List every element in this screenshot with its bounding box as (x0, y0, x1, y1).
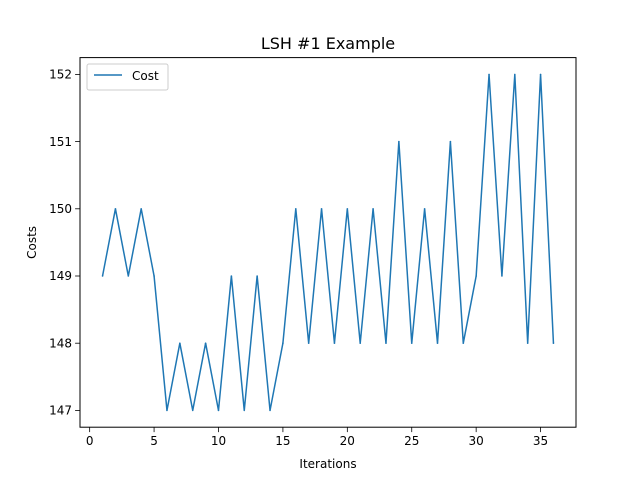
data-point (191, 409, 194, 412)
data-point (333, 342, 336, 345)
x-tick-label: 35 (533, 434, 548, 448)
legend-label-cost: Cost (132, 69, 159, 83)
y-tick-label: 151 (49, 135, 72, 149)
data-point (539, 73, 542, 76)
x-tick-label: 15 (275, 434, 290, 448)
data-point (140, 208, 142, 210)
data-point (256, 275, 258, 277)
x-tick-label: 25 (404, 434, 419, 448)
data-point (359, 342, 362, 345)
data-point (153, 275, 155, 277)
x-tick-label: 30 (469, 434, 484, 448)
x-tick-label: 0 (86, 434, 94, 448)
chart-title: LSH #1 Example (261, 34, 395, 53)
x-tick-label: 20 (340, 434, 355, 448)
data-point (294, 208, 297, 210)
x-tick-label: 10 (211, 434, 226, 448)
data-point (410, 342, 413, 345)
legend: Cost (86, 63, 169, 91)
data-point (436, 342, 439, 345)
axes-frame (79, 57, 577, 428)
data-point (114, 208, 117, 210)
data-point (449, 140, 452, 143)
data-point (514, 73, 516, 76)
y-tick-label: 147 (49, 404, 72, 418)
data-point (179, 342, 181, 345)
data-point (320, 208, 323, 210)
plot-area: 0 5 10 15 20 25 30 35 147 148 149 150 151 152 (49, 57, 577, 448)
data-point (346, 208, 349, 210)
y-tick-label: 148 (49, 336, 72, 350)
data-point (307, 342, 310, 345)
data-point (475, 275, 477, 277)
data-point (398, 140, 400, 143)
data-point (243, 409, 246, 412)
data-point (204, 342, 207, 345)
data-point (552, 342, 555, 345)
data-point (230, 275, 233, 277)
y-axis-ticks: 147 148 149 150 151 152 (49, 68, 80, 418)
data-point (282, 342, 284, 345)
y-tick-label: 152 (49, 68, 72, 82)
data-point (166, 409, 168, 412)
data-point (423, 208, 426, 210)
data-point (385, 342, 387, 345)
data-point (217, 409, 220, 412)
data-point (526, 342, 529, 345)
series-layer (101, 73, 555, 412)
data-point (269, 409, 271, 412)
data-point (127, 275, 130, 277)
y-tick-label: 149 (49, 269, 72, 283)
data-point (101, 275, 104, 277)
x-axis-ticks: 0 5 10 15 20 25 30 35 (86, 427, 548, 448)
data-point (501, 275, 503, 277)
x-axis-label: Iterations (299, 457, 356, 471)
y-axis-label: Costs (25, 226, 39, 259)
series-line-cost (101, 74, 555, 411)
data-point (488, 73, 490, 76)
y-tick-label: 150 (49, 202, 72, 216)
data-point (372, 208, 374, 210)
legend-box (86, 63, 169, 91)
data-point (462, 342, 465, 345)
x-tick-label: 5 (150, 434, 158, 448)
